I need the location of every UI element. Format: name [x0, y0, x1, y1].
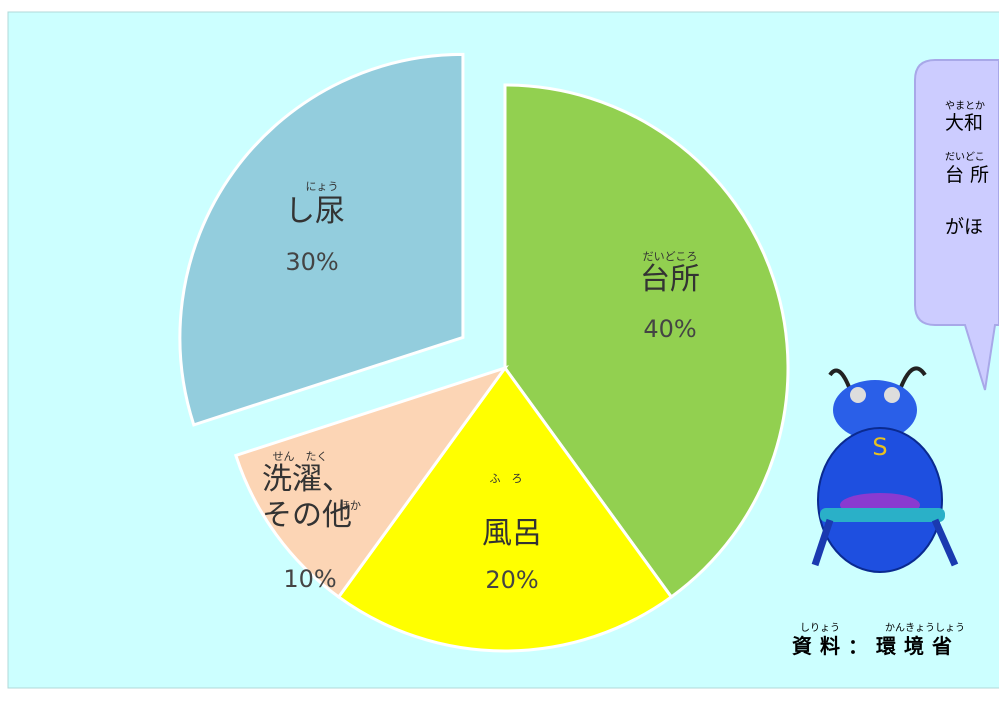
eye	[884, 387, 900, 403]
speech-bubble	[914, 59, 999, 391]
symbol: S	[872, 433, 887, 461]
bubble-text: がほ	[945, 216, 984, 238]
pie-slice	[178, 52, 465, 427]
value-label: 10%	[283, 565, 337, 593]
mascot: S	[811, 366, 959, 573]
value-label: 30%	[285, 248, 339, 276]
category-label: 洗濯、その他	[262, 462, 352, 533]
source: 資料：環境省	[792, 634, 960, 658]
pie-slice	[336, 365, 674, 653]
ruby: だいどころ	[642, 250, 698, 263]
category-label: 風呂	[482, 516, 542, 551]
bubble-text: 大和	[945, 112, 984, 134]
ruby: ほか	[339, 499, 361, 512]
value-label: 40%	[643, 315, 697, 343]
category-label: し尿	[285, 194, 345, 229]
arms	[820, 508, 945, 522]
bubble-ruby: だいどこ	[945, 152, 985, 163]
legs	[811, 518, 959, 567]
pie	[178, 52, 790, 653]
category-label: 台所	[640, 262, 700, 297]
eye	[850, 387, 866, 403]
source-ruby: しりょう	[800, 623, 840, 634]
bubble-text: 台 所	[945, 164, 990, 186]
ruby: にょう	[305, 180, 339, 193]
pie-slice	[233, 365, 509, 600]
source-ruby: かんきょうしょう	[885, 623, 965, 634]
bubble-ruby: やまとか	[945, 101, 985, 112]
pie-slice	[503, 83, 790, 600]
ruby: せん たく	[272, 450, 328, 463]
value-label: 20%	[485, 566, 539, 594]
ruby: ふ ろ	[489, 472, 523, 485]
